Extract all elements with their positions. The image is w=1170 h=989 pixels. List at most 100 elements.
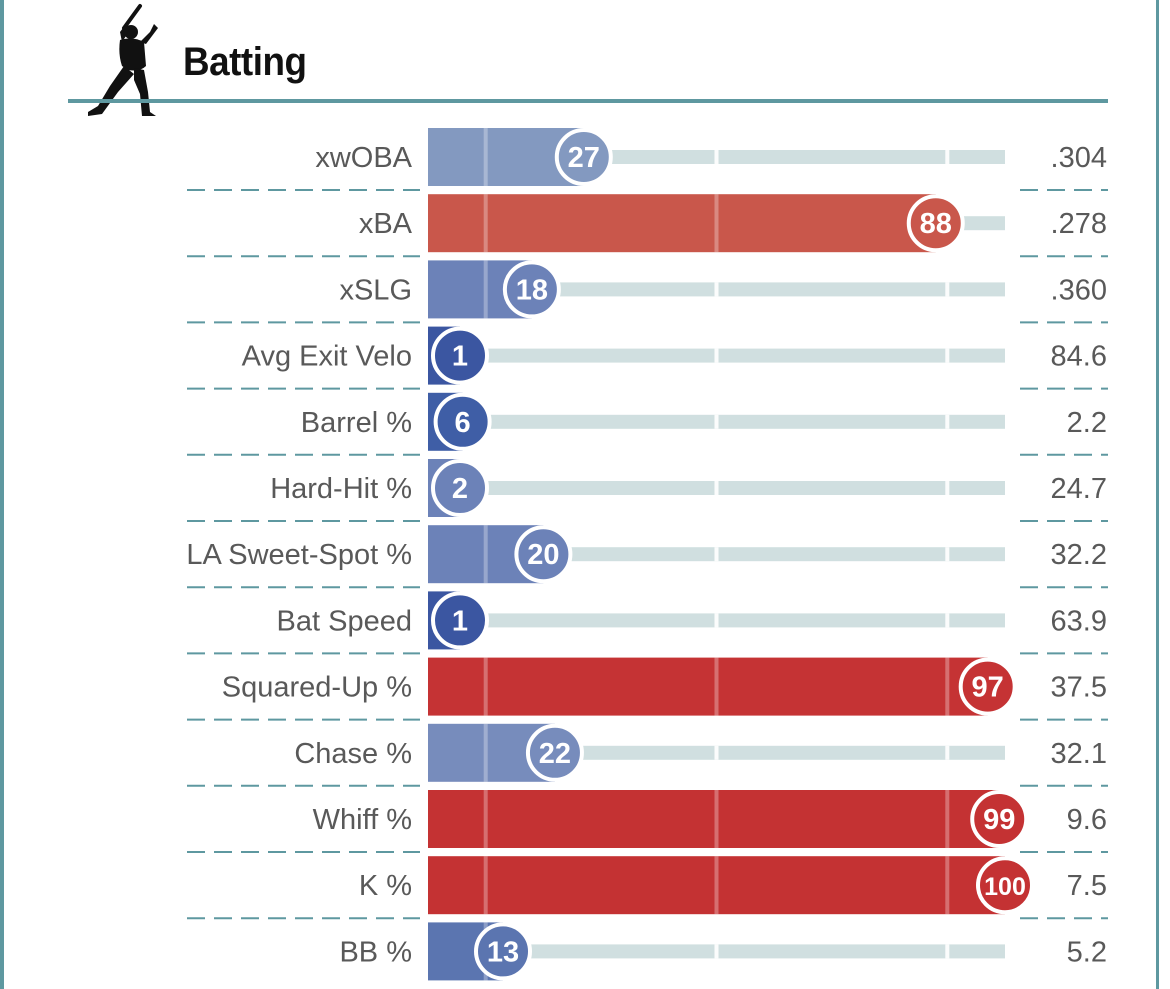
percentile-marker-label: 1: [452, 341, 468, 373]
percentile-marker-label: 1: [452, 605, 468, 637]
track-reference-tick: [945, 481, 950, 495]
chart-row: 20 LA Sweet-Spot % 32.2: [186, 525, 1108, 589]
percentile-marker: [970, 790, 1029, 848]
percentile-marker: [554, 128, 613, 186]
metric-label: Chase %: [294, 738, 412, 770]
percentile-marker: [514, 525, 573, 584]
track-reference-tick: [714, 547, 719, 562]
metric-value: .304: [1051, 142, 1107, 174]
bar-reference-line: [945, 657, 950, 716]
metric-label: xSLG: [339, 274, 412, 306]
percentile-marker: [976, 856, 1034, 915]
track-reference-tick: [714, 414, 719, 429]
percentile-marker: [433, 392, 492, 451]
metric-label: Bat Speed: [277, 605, 412, 637]
percentile-marker-label: 2: [452, 473, 468, 505]
track-reference-tick: [714, 150, 719, 164]
bar-reference-line: [714, 657, 719, 716]
chart-row: 97 Squared-Up % 37.5: [187, 657, 1108, 721]
percentile-marker-label: 100: [984, 873, 1026, 901]
metric-label: BB %: [339, 936, 412, 968]
track-reference-tick: [945, 613, 950, 628]
track-reference-tick: [714, 613, 719, 628]
metric-value: .360: [1051, 274, 1107, 306]
metric-value: 84.6: [1051, 341, 1107, 373]
percentile-marker-label: 20: [527, 539, 559, 571]
metric-label: xwOBA: [315, 142, 412, 174]
metric-value: 32.2: [1051, 539, 1107, 571]
metric-label: xBA: [359, 208, 413, 240]
percentile-marker: [525, 723, 584, 782]
percentile-marker: [502, 260, 561, 319]
chart-row: 100 K % 7.5: [187, 856, 1108, 920]
track-reference-tick: [714, 944, 719, 959]
metric-value: 2.2: [1067, 407, 1107, 439]
track-reference-tick: [945, 745, 950, 760]
bar-reference-line: [483, 790, 488, 848]
bar-reference-line: [483, 260, 488, 319]
percentile-marker-label: 13: [487, 936, 519, 968]
baseball-batter-icon: [88, 4, 158, 116]
percentile-marker-label: 6: [455, 407, 471, 439]
track-reference-tick: [945, 944, 950, 959]
metric-label: Squared-Up %: [222, 672, 412, 704]
track-reference-tick: [714, 348, 719, 363]
chart-row: 99 Whiff % 9.6: [187, 790, 1108, 853]
bar-reference-line: [714, 790, 719, 848]
metric-label: Whiff %: [313, 804, 412, 836]
track-reference-tick: [945, 348, 950, 363]
chart-row: 13 BB % 5.2: [339, 922, 1107, 981]
bar-reference-line: [483, 194, 488, 253]
percentile-marker: [431, 326, 489, 385]
percentile-marker-label: 97: [972, 672, 1004, 704]
percentile-marker-label: 99: [983, 804, 1015, 836]
metric-value: 32.1: [1051, 738, 1107, 770]
bar-reference-line: [945, 856, 950, 915]
metric-value: 7.5: [1067, 870, 1107, 902]
section-header: Batting: [0, 0, 1170, 116]
bar-reference-line: [483, 856, 488, 915]
percentile-bar: [428, 790, 1000, 848]
percentile-marker-label: 27: [568, 142, 600, 174]
metric-value: 5.2: [1067, 936, 1107, 968]
metric-label: LA Sweet-Spot %: [186, 539, 412, 571]
bar-reference-line: [483, 525, 488, 584]
title-underline: [68, 99, 1108, 103]
bar-reference-line: [483, 657, 488, 716]
percentile-marker-label: 22: [539, 738, 571, 770]
chart-row: 6 Barrel % 2.2: [187, 392, 1108, 456]
chart-row: 1 Bat Speed 63.9: [187, 591, 1108, 655]
percentile-bar: [428, 657, 988, 716]
chart-row: 27 xwOBA .304: [187, 128, 1108, 191]
percentile-marker: [431, 459, 489, 517]
percentile-marker: [906, 194, 965, 253]
metric-label: Barrel %: [301, 407, 412, 439]
track-reference-tick: [945, 414, 950, 429]
percentile-marker: [958, 657, 1017, 716]
frame-left-border: [0, 0, 4, 989]
track-reference-tick: [714, 481, 719, 495]
bar-reference-line: [714, 856, 719, 915]
metric-label: Hard-Hit %: [270, 473, 412, 505]
track-reference-tick: [714, 745, 719, 760]
chart-rows: 27 xwOBA .304 88 xBA .278 18 xSLG .360 1 Avg Exit …: [186, 128, 1108, 981]
frame-right-border: [1156, 0, 1159, 989]
metric-label: K %: [359, 870, 412, 902]
chart-row: 1 Avg Exit Velo 84.6: [187, 326, 1108, 390]
chart-row: 22 Chase % 32.1: [187, 723, 1108, 787]
percentile-marker: [431, 591, 489, 650]
percentile-bar: [428, 194, 936, 253]
percentile-marker-label: 88: [920, 208, 952, 240]
metric-label: Avg Exit Velo: [242, 341, 412, 373]
percentile-marker: [474, 922, 533, 981]
track-reference-tick: [945, 547, 950, 562]
track-reference-tick: [714, 282, 719, 297]
section-title: Batting: [183, 40, 307, 84]
bar-reference-line: [714, 194, 719, 253]
chart-row: 2 Hard-Hit % 24.7: [187, 459, 1108, 522]
metric-value: .278: [1051, 208, 1107, 240]
metric-value: 63.9: [1051, 605, 1107, 637]
bar-reference-line: [483, 128, 488, 186]
metric-value: 9.6: [1067, 804, 1107, 836]
